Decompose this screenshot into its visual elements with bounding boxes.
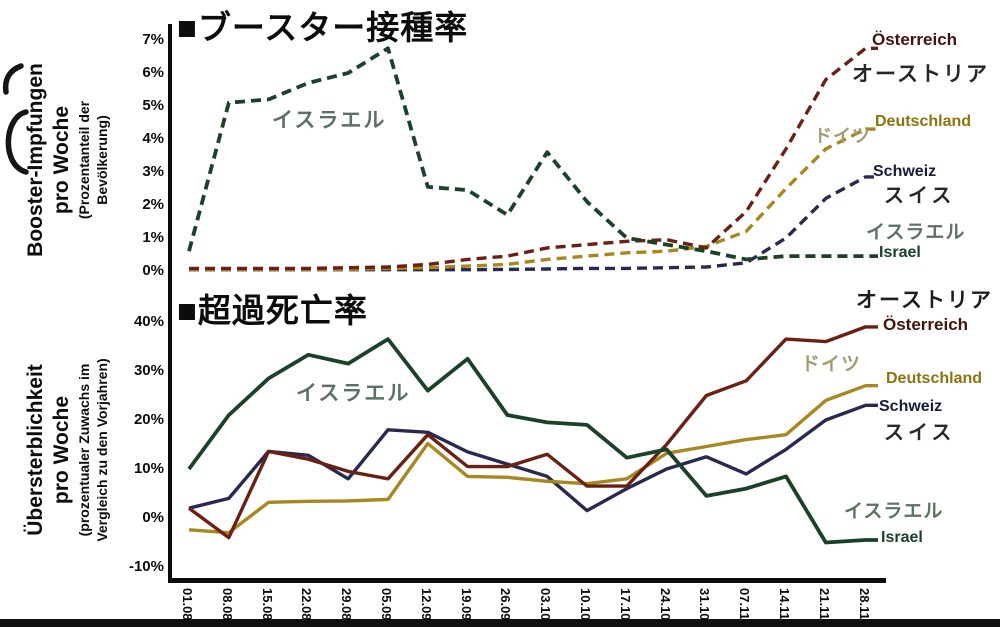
y-tick-top-5%: 5%: [142, 97, 164, 114]
legend-bottom-israel-jp: イスラエル: [844, 501, 944, 522]
x-date-label-31.10: 31.10: [697, 588, 713, 621]
x-date-label-28.11: 28.11: [856, 588, 872, 620]
bottom-y-axis-label-line1: Übersterblichkeit: [24, 364, 47, 536]
y-tick-bottom-0%: 0%: [142, 509, 164, 526]
x-date-label-03.10: 03.10: [538, 588, 554, 621]
series-line-booster-österreich: [189, 46, 878, 271]
top-chart-title: ■ブースター接種率: [177, 9, 469, 46]
x-date-label-29.08: 29.08: [339, 588, 355, 621]
y-tick-bottom-40%: 40%: [133, 313, 164, 330]
bottom-chart-title: ■超過死亡率: [177, 292, 368, 329]
legend-top-austria-jp: オーストリア: [852, 63, 989, 86]
top-y-axis-label-line3: (Prozentanteil der: [76, 100, 92, 220]
bottom-y-axis-label: Übersterblichkeit pro Woche (prozentuale…: [23, 327, 111, 573]
series-line-booster-israel: [187, 46, 878, 262]
x-date-label-26.09: 26.09: [498, 588, 514, 621]
y-tick-top-1%: 1%: [142, 229, 164, 246]
x-date-label-01.08: 01.08: [180, 588, 195, 621]
legend-bottom-switzerland-jp: スイス: [884, 422, 956, 444]
legend-top-israel-de: Israel: [879, 244, 921, 261]
y-tick-bottom-20%: 20%: [133, 411, 164, 428]
legend-bottom-switzerland-de: Schweiz: [879, 398, 943, 415]
y-tick-bottom--10%: -10%: [128, 558, 164, 575]
y-tick-top-6%: 6%: [142, 64, 164, 81]
series-line-booster-deutschland: [189, 127, 878, 272]
x-date-label-19.09: 19.09: [458, 588, 474, 621]
x-date-label-15.08: 15.08: [259, 588, 275, 621]
legend-top-israel-jp: イスラエル: [866, 222, 966, 243]
x-date-label-17.10: 17.10: [617, 588, 633, 621]
y-tick-top-0%: 0%: [142, 262, 164, 279]
x-date-label-05.09: 05.09: [379, 588, 394, 621]
y-tick-top-7%: 7%: [142, 31, 164, 48]
y-tick-top-4%: 4%: [142, 130, 164, 147]
top-y-axis-label-line2: pro Woche: [50, 105, 73, 215]
legend-bottom-austria-jp: オーストリア: [856, 289, 993, 312]
legend-top-germany-jp: ドイツ: [814, 126, 871, 146]
y-axis-line: [168, 24, 172, 580]
legend-top-switzerland-de: Schweiz: [873, 163, 937, 180]
x-axis-line: [168, 578, 886, 583]
legend-bottom-austria-de: Österreich: [883, 315, 969, 334]
bottom-israel-annotation: イスラエル: [296, 382, 411, 405]
y-tick-bottom-30%: 30%: [133, 362, 164, 379]
x-date-label-24.10: 24.10: [657, 588, 673, 621]
legend-top-austria-de: Österreich: [872, 30, 958, 49]
series-line-mortality-deutschland: [188, 384, 878, 535]
series-line-mortality-österreich: [187, 325, 878, 540]
bottom-y-axis-label-line3: (prozentualer Zuwachs im: [76, 363, 92, 537]
series-line-mortality-schweiz: [188, 403, 878, 513]
x-date-label-14.11: 14.11: [777, 588, 792, 620]
x-date-label-07.11: 07.11: [737, 588, 753, 620]
top-y-axis-label-line4: Bevölkerung): [94, 115, 110, 205]
bottom-y-axis-label-line2: pro Woche: [50, 395, 73, 505]
legend-top-switzerland-jp: スイス: [884, 185, 956, 207]
series-line-mortality-israel: [187, 337, 878, 545]
x-date-label-12.09: 12.09: [418, 588, 434, 621]
legend-bottom-germany-de: Deutschland: [886, 370, 983, 387]
legend-top-germany-de: Deutschland: [875, 113, 972, 130]
top-y-axis-label: Booster-Impfungen pro Woche (Prozentante…: [23, 45, 113, 275]
x-date-label-08.08: 08.08: [219, 588, 235, 621]
y-tick-top-2%: 2%: [142, 196, 164, 213]
bottom-edge-bar: [0, 619, 1000, 627]
x-date-label-21.11: 21.11: [816, 588, 832, 620]
legend-bottom-israel-de: Israel: [881, 529, 923, 546]
cropped-left-edge-glyph: [2, 63, 29, 175]
legend-bottom-germany-jp: ドイツ: [801, 354, 862, 375]
y-tick-bottom-10%: 10%: [133, 460, 164, 477]
top-israel-annotation: イスラエル: [272, 109, 387, 132]
bottom-y-axis-label-line4: Vergleich zu den Vorjahren): [94, 358, 110, 542]
x-date-label-22.08: 22.08: [299, 588, 315, 621]
x-date-label-10.10: 10.10: [578, 588, 593, 621]
y-tick-top-3%: 3%: [142, 163, 164, 180]
top-y-axis-label-line1: Booster-Impfungen: [24, 63, 47, 257]
